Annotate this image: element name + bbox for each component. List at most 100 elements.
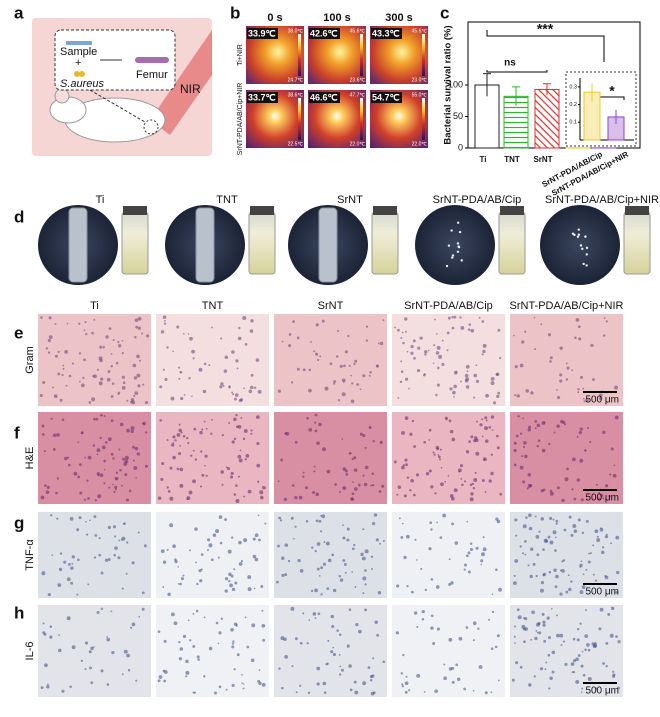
cell [424,588,427,592]
cell [92,444,96,447]
cell [123,649,128,654]
cell [121,375,125,379]
cell [238,562,243,566]
cell [131,445,135,449]
colony [581,247,584,251]
cell [522,417,525,420]
cell [70,566,74,570]
cell [357,483,361,487]
cell [403,555,407,560]
cell [353,468,358,472]
cell [443,676,448,681]
cell [364,569,367,572]
cell [583,400,586,403]
cell [402,464,405,467]
cell [498,587,502,592]
cell [415,473,420,477]
cell [112,457,115,460]
scale-bar-label: 500 μm [585,686,619,697]
cell [326,469,331,474]
cell [600,550,605,555]
cell [78,322,81,326]
cell [466,370,469,373]
cell [602,430,606,435]
panel-label: d [14,207,24,226]
cell [484,416,488,420]
cell [353,362,356,366]
colony [585,253,588,256]
cell [308,368,312,372]
cell [469,547,474,551]
cell [249,385,254,390]
cell [483,458,486,461]
cell [566,467,569,471]
cell [599,527,604,532]
cell [479,423,483,427]
sample-implant [318,207,338,283]
cell [96,472,101,476]
cell [235,359,239,363]
cell [84,321,87,324]
cell [610,606,615,611]
inset-tick-label: 0.1 [569,120,577,126]
temperature: 54.7℃ [372,92,400,102]
cell [438,354,443,359]
cell [517,415,520,418]
cell [97,474,100,477]
colony [584,235,587,238]
cell [93,646,95,648]
cell [224,589,228,593]
cell [441,362,445,367]
cell [84,641,89,645]
cell [575,679,580,684]
cell [490,381,495,386]
cell [260,584,264,588]
cell [616,686,620,690]
cell [371,567,373,570]
cell [495,517,499,521]
cell [581,687,584,690]
cell [187,333,190,335]
cell [88,401,92,404]
color-bar [422,98,425,140]
cell [172,350,174,352]
cell [135,679,138,682]
colony [460,259,463,262]
cell [280,458,284,462]
cell [53,394,58,399]
cell [142,383,145,386]
cell [188,377,191,380]
cell [573,497,577,501]
cell [371,521,376,526]
vial [498,211,526,275]
cell [314,352,319,356]
cell [469,542,473,546]
cell [400,336,403,339]
cell [100,413,103,417]
cell [185,670,190,675]
cell [121,536,126,541]
cell [104,558,109,562]
cell [217,556,220,559]
cell [291,665,294,668]
cell [472,486,476,490]
cell [534,515,537,518]
cell [484,426,489,431]
cell [581,531,585,535]
cell [103,459,106,463]
temp-box [371,92,402,103]
cell [173,621,178,626]
cell [62,364,65,367]
cell [400,672,403,675]
cell [461,483,464,487]
cell [535,574,538,578]
panel-label: a [14,3,24,22]
cell [470,492,474,496]
cell [527,483,532,488]
cell [308,428,313,432]
cell [549,516,553,520]
cell [575,318,580,322]
cell [528,683,532,687]
cell [160,330,165,334]
cell [617,640,621,644]
